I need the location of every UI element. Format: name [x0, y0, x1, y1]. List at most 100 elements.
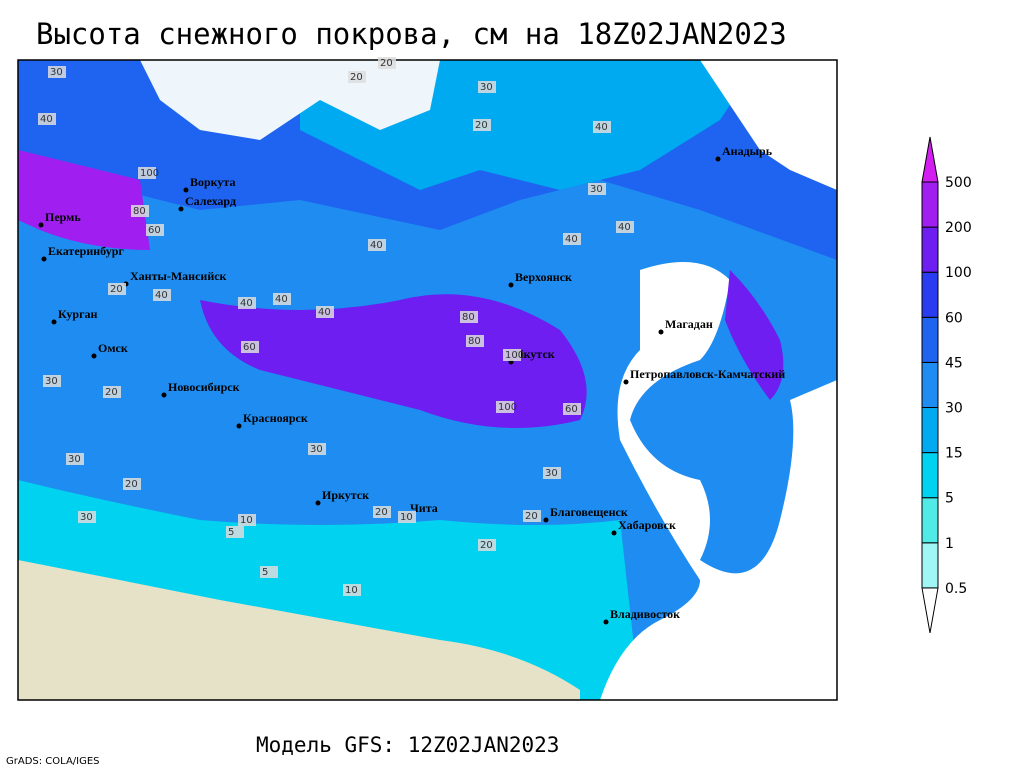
city-label: Воркута — [190, 175, 235, 189]
credit: GrADS: COLA/IGES — [6, 756, 100, 767]
contour-label-box — [478, 539, 496, 551]
contour-label-box — [523, 510, 541, 522]
contour-label-box — [108, 283, 126, 295]
legend-label: 30 — [945, 401, 963, 417]
legend-label: 60 — [945, 310, 963, 326]
legend-label: 100 — [945, 265, 972, 281]
contour-label-box — [38, 113, 56, 125]
city-label: Магадан — [665, 317, 713, 331]
city-label: Екатеринбург — [48, 244, 124, 258]
city-label: Пермь — [45, 210, 81, 224]
contour-label-box — [308, 443, 326, 455]
legend-label: 200 — [945, 220, 972, 236]
city-dot — [315, 500, 321, 506]
contour-label-box — [466, 335, 484, 347]
contour-label-box — [543, 467, 561, 479]
city-label: Салехард — [185, 194, 236, 208]
contour-label-box — [238, 514, 256, 526]
contour-label-box — [131, 205, 149, 217]
contour-label-box — [123, 478, 141, 490]
contour-label: 20 — [105, 387, 118, 398]
contour-label: 20 — [380, 58, 393, 69]
city-label: Омск — [98, 341, 128, 355]
contour-label-box — [226, 526, 244, 538]
city-label: Красноярск — [243, 411, 308, 425]
contour-label: 20 — [375, 507, 388, 518]
city-dot — [236, 423, 242, 429]
legend-label: 5 — [945, 491, 954, 507]
contour-label-box — [273, 293, 291, 305]
region — [725, 270, 784, 400]
city-dot — [183, 187, 189, 193]
city-label: Хабаровск — [618, 518, 676, 532]
city-dot — [543, 517, 549, 523]
legend-label: 0.5 — [945, 581, 967, 597]
contour-label: 40 — [318, 307, 331, 318]
city-dot — [41, 256, 47, 262]
contour-label-box — [43, 375, 61, 387]
legend-swatch — [921, 271, 939, 318]
city-dot — [38, 222, 44, 228]
contour-label-box — [343, 584, 361, 596]
contour-label: 20 — [480, 540, 493, 551]
city-label: Ханты-Мансийск — [130, 269, 227, 283]
contour-label-box — [473, 119, 491, 131]
city-label: Новосибирск — [168, 380, 240, 394]
contour-label-box — [348, 71, 366, 83]
contour-label: 20 — [125, 479, 138, 490]
contour-label-box — [563, 233, 581, 245]
contour-label: 100 — [505, 350, 524, 361]
contour-label-box — [238, 297, 256, 309]
contour-label-box — [138, 167, 156, 179]
contour-label-box — [103, 386, 121, 398]
contour-label-box — [66, 453, 84, 465]
legend-swatch — [921, 542, 939, 589]
title: Высота снежного покрова, см на 18Z02JAN2… — [36, 17, 787, 51]
city-label: Верхоянск — [515, 270, 572, 284]
contour-label: 60 — [148, 225, 161, 236]
contour-label-box — [48, 66, 66, 78]
contour-label: 20 — [525, 511, 538, 522]
contour-label: 40 — [618, 222, 631, 233]
contour-label-box — [316, 306, 334, 318]
legend-swatch — [921, 407, 939, 454]
contour-label: 30 — [80, 512, 93, 523]
contour-label-box — [496, 401, 514, 413]
contour-label: 100 — [498, 402, 517, 413]
contour-label-box — [478, 81, 496, 93]
contour-label: 30 — [68, 454, 81, 465]
city-label: Чита — [410, 501, 438, 515]
contour-label-box — [146, 224, 164, 236]
steppe — [18, 560, 580, 700]
contour-label: 20 — [475, 120, 488, 131]
contour-label-box — [593, 121, 611, 133]
contour-label-box — [78, 511, 96, 523]
contour-label: 40 — [565, 234, 578, 245]
contour-label: 30 — [45, 376, 58, 387]
contour-label-box — [563, 403, 581, 415]
city-label: Петропавловск-Камчатский — [630, 367, 785, 381]
contour-label: 80 — [468, 336, 481, 347]
contour-label-box — [588, 183, 606, 195]
contour-label: 10 — [400, 512, 413, 523]
contour-label: 60 — [243, 342, 256, 353]
subtitle: Модель GFS: 12Z02JAN2023 — [256, 733, 559, 757]
contour-label-box — [398, 511, 416, 523]
contour-label: 60 — [565, 404, 578, 415]
legend-label: 1 — [945, 536, 954, 552]
city-label: Якутск — [515, 347, 555, 361]
contour-label: 40 — [240, 298, 253, 309]
city-label: Курган — [58, 307, 98, 321]
contour-label: 40 — [370, 240, 383, 251]
contour-label: 30 — [545, 468, 558, 479]
legend-swatch — [921, 452, 939, 499]
contour-label-box — [153, 289, 171, 301]
legend-swatch — [921, 136, 939, 183]
city-label: Владивосток — [610, 607, 680, 621]
contour-label-box — [368, 239, 386, 251]
contour-label: 40 — [275, 294, 288, 305]
contour-label: 10 — [345, 585, 358, 596]
legend-swatch — [921, 226, 939, 273]
legend-swatch — [921, 361, 939, 408]
city-dot — [178, 206, 184, 212]
